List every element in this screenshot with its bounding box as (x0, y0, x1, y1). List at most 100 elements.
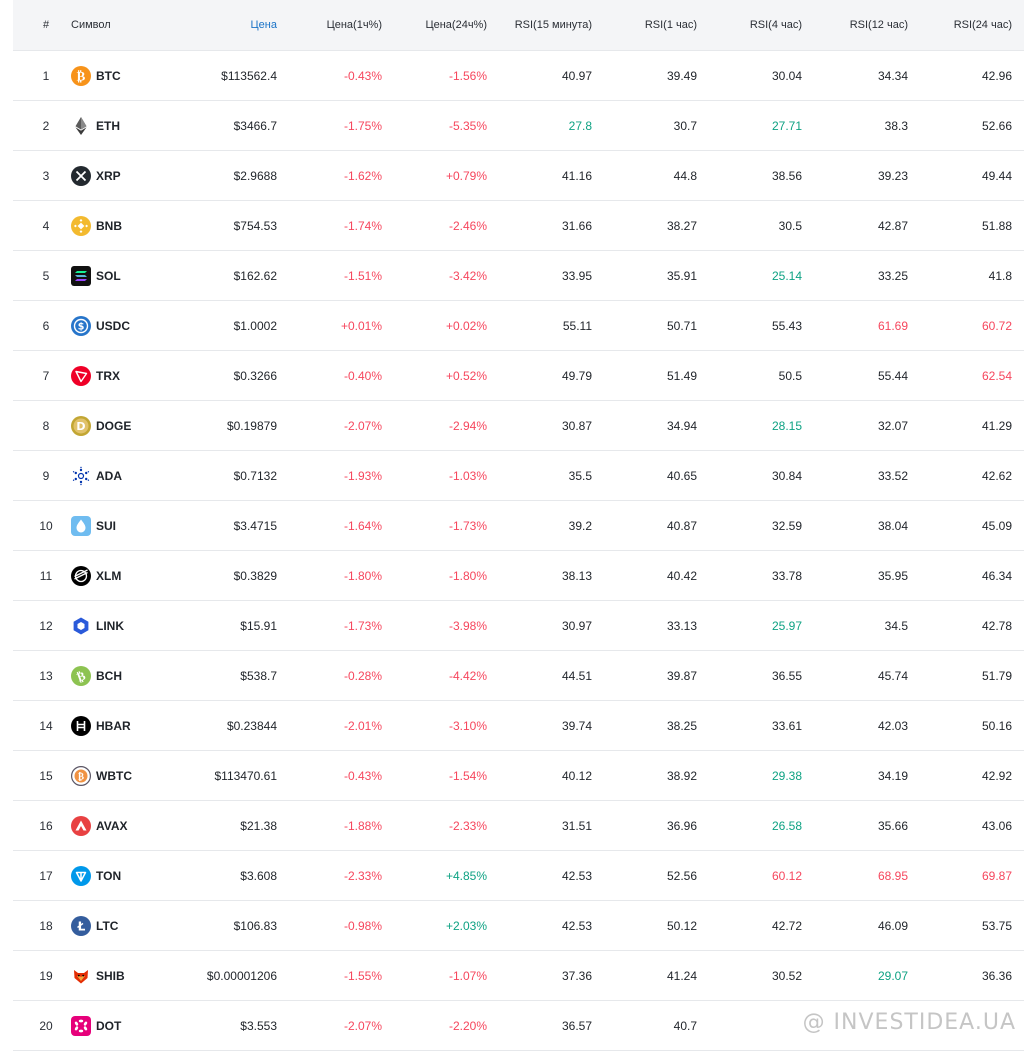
symbol-label: LTC (96, 919, 118, 933)
symbol-label: DOGE (96, 419, 131, 433)
row-number: 6 (13, 301, 79, 350)
symbol-cell[interactable]: HBAR (71, 701, 191, 750)
symbol-cell[interactable]: SOL (71, 251, 191, 300)
rsi-24h-cell: 42.92 (913, 751, 1012, 800)
sol-icon (71, 266, 91, 286)
header-rsi-4h[interactable]: RSI(4 час) (703, 0, 802, 50)
header-change-24h[interactable]: Цена(24ч%) (388, 0, 487, 50)
header-num[interactable]: # (13, 0, 79, 50)
ton-icon (71, 866, 91, 886)
change-1h-cell: -0.28% (283, 651, 382, 700)
change-1h-cell: +0.01% (283, 301, 382, 350)
symbol-cell[interactable]: $USDC (71, 301, 191, 350)
header-rsi-1h[interactable]: RSI(1 час) (598, 0, 697, 50)
row-number: 20 (13, 1001, 79, 1050)
symbol-cell[interactable]: SUI (71, 501, 191, 550)
change-24h-cell: -2.20% (388, 1001, 487, 1050)
price-cell: $21.38 (183, 801, 277, 850)
rsi-24h-cell: 52.66 (913, 101, 1012, 150)
change-24h-cell: -2.46% (388, 201, 487, 250)
change-24h-cell: -1.54% (388, 751, 487, 800)
rsi-24h-cell: 51.88 (913, 201, 1012, 250)
header-rsi-12h[interactable]: RSI(12 час) (808, 0, 908, 50)
change-1h-cell: -0.43% (283, 751, 382, 800)
symbol-cell[interactable]: ADA (71, 451, 191, 500)
price-cell: $0.19879 (183, 401, 277, 450)
symbol-cell[interactable]: XLM (71, 551, 191, 600)
header-price[interactable]: Цена (183, 0, 277, 50)
rsi-4h-cell: 38.56 (703, 151, 802, 200)
rsi-4h-cell: 30.5 (703, 201, 802, 250)
rsi-1h-cell: 51.49 (598, 351, 697, 400)
symbol-cell[interactable]: AVAX (71, 801, 191, 850)
change-24h-cell: -1.73% (388, 501, 487, 550)
sui-icon (71, 516, 91, 536)
rsi-1h-cell: 40.42 (598, 551, 697, 600)
row-number: 17 (13, 851, 79, 900)
symbol-cell[interactable]: TON (71, 851, 191, 900)
symbol-cell[interactable]: ₿BTC (71, 51, 191, 100)
header-change-1h[interactable]: Цена(1ч%) (283, 0, 382, 50)
header-rsi-15m[interactable]: RSI(15 минута) (493, 0, 592, 50)
trx-icon (71, 366, 91, 386)
rsi-15m-cell: 36.57 (493, 1001, 592, 1050)
header-rsi-24h[interactable]: RSI(24 час) (913, 0, 1012, 50)
header-symbol[interactable]: Символ (71, 0, 191, 50)
rsi-4h-cell: 60.12 (703, 851, 802, 900)
price-cell: $3.553 (183, 1001, 277, 1050)
symbol-cell[interactable]: BNB (71, 201, 191, 250)
rsi-15m-cell: 42.53 (493, 851, 592, 900)
rsi-4h-cell: 55.43 (703, 301, 802, 350)
symbol-label: BNB (96, 219, 122, 233)
change-24h-cell: -1.56% (388, 51, 487, 100)
symbol-cell[interactable]: LINK (71, 601, 191, 650)
rsi-12h-cell: 29.07 (808, 951, 908, 1000)
symbol-cell[interactable]: DOT (71, 1001, 191, 1050)
change-1h-cell: -0.43% (283, 51, 382, 100)
symbol-cell[interactable]: ₿BCH (71, 651, 191, 700)
change-1h-cell: -1.64% (283, 501, 382, 550)
dot-icon (71, 1016, 91, 1036)
rsi-15m-cell: 38.13 (493, 551, 592, 600)
row-number: 5 (13, 251, 79, 300)
change-1h-cell: -1.51% (283, 251, 382, 300)
symbol-cell[interactable]: ₿WBTC (71, 751, 191, 800)
change-1h-cell: -0.40% (283, 351, 382, 400)
change-24h-cell: +0.02% (388, 301, 487, 350)
rsi-12h-cell: 33.25 (808, 251, 908, 300)
rsi-12h-cell: 38.3 (808, 101, 908, 150)
symbol-cell[interactable]: SHIB (71, 951, 191, 1000)
price-cell: $15.91 (183, 601, 277, 650)
rsi-15m-cell: 40.97 (493, 51, 592, 100)
change-24h-cell: +0.79% (388, 151, 487, 200)
symbol-cell[interactable]: ETH (71, 101, 191, 150)
symbol-cell[interactable]: TRX (71, 351, 191, 400)
rsi-15m-cell: 31.51 (493, 801, 592, 850)
rsi-1h-cell: 39.49 (598, 51, 697, 100)
change-1h-cell: -0.98% (283, 901, 382, 950)
rsi-15m-cell: 33.95 (493, 251, 592, 300)
change-24h-cell: -2.33% (388, 801, 487, 850)
symbol-cell[interactable]: XRP (71, 151, 191, 200)
